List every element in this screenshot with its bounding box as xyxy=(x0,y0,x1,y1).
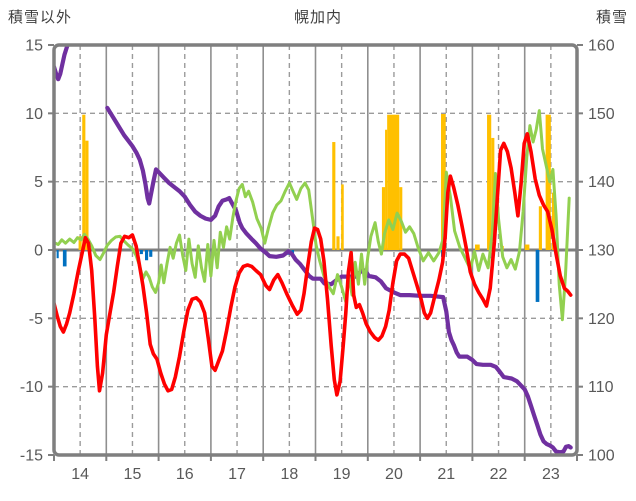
svg-text:19: 19 xyxy=(333,466,351,483)
svg-text:150: 150 xyxy=(588,106,615,123)
svg-text:130: 130 xyxy=(588,243,615,260)
svg-text:17: 17 xyxy=(228,466,246,483)
svg-text:140: 140 xyxy=(588,174,615,191)
x-axis-tick-labels: 14 15 16 17 18 19 20 21 22 23 xyxy=(71,466,560,483)
svg-text:15: 15 xyxy=(25,38,43,55)
svg-text:-15: -15 xyxy=(20,448,43,465)
svg-text:160: 160 xyxy=(588,38,615,55)
right-axis-title: 積雪 xyxy=(595,9,628,26)
series-group xyxy=(55,46,573,454)
green-line xyxy=(55,109,571,322)
svg-text:15: 15 xyxy=(124,466,142,483)
svg-text:-10: -10 xyxy=(20,379,43,396)
svg-text:10: 10 xyxy=(25,106,43,123)
axis-ticks xyxy=(48,44,583,461)
svg-text:5: 5 xyxy=(34,174,43,191)
left-axis-tick-labels: 15 10 5 0 -5 -10 -15 xyxy=(20,38,43,465)
svg-text:120: 120 xyxy=(588,311,615,328)
svg-text:20: 20 xyxy=(385,466,403,483)
svg-text:100: 100 xyxy=(588,448,615,465)
red-line xyxy=(55,132,573,397)
chart-title: 幌加内 xyxy=(293,9,342,26)
purple-line xyxy=(55,46,573,454)
svg-text:-5: -5 xyxy=(29,311,43,328)
svg-text:14: 14 xyxy=(71,466,89,483)
svg-text:18: 18 xyxy=(280,466,298,483)
svg-text:22: 22 xyxy=(490,466,508,483)
left-axis-title: 積雪以外 xyxy=(8,9,73,26)
svg-text:16: 16 xyxy=(176,466,194,483)
svg-text:110: 110 xyxy=(588,379,614,396)
svg-text:0: 0 xyxy=(34,243,43,260)
right-axis-tick-labels: 160 150 140 130 120 110 100 xyxy=(588,38,615,465)
svg-text:23: 23 xyxy=(542,466,560,483)
svg-text:21: 21 xyxy=(437,466,455,483)
